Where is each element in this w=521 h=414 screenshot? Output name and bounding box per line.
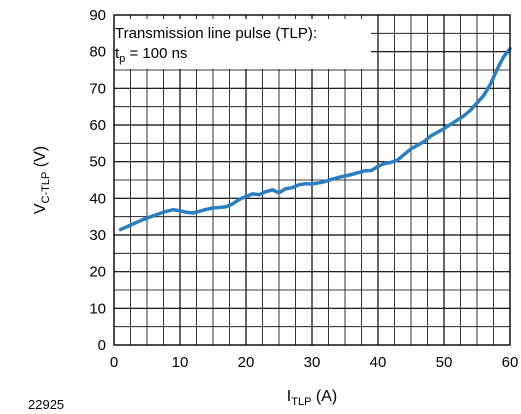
x-tick-label: 50 xyxy=(436,354,453,371)
annotation-box: Transmission line pulse (TLP): tp = 100 … xyxy=(109,19,371,69)
y-tick-label: 50 xyxy=(89,154,106,171)
x-tick-label: 10 xyxy=(172,354,189,371)
y-tick-label: 0 xyxy=(98,337,106,354)
y-tick-label: 70 xyxy=(89,80,106,97)
x-tick-label: 20 xyxy=(238,354,255,371)
x-axis-label: ITLP (A) xyxy=(287,388,337,408)
y-tick-label: 20 xyxy=(89,264,106,281)
y-tick-label: 90 xyxy=(89,7,106,24)
annotation-background xyxy=(109,19,371,69)
y-tick-labels: 0 10 20 30 40 50 60 70 80 90 xyxy=(89,7,106,354)
annotation-line-1: Transmission line pulse (TLP): xyxy=(115,25,317,42)
series-line xyxy=(118,46,512,232)
x-tick-label: 40 xyxy=(370,354,387,371)
gridlines xyxy=(114,15,510,345)
x-tick-label: 60 xyxy=(502,354,519,371)
figure-id: 22925 xyxy=(28,397,64,412)
series-group xyxy=(118,46,512,232)
x-tick-label: 0 xyxy=(110,354,118,371)
annotation-line-2: tp = 100 ns xyxy=(115,45,187,65)
x-tick-label: 30 xyxy=(304,354,321,371)
y-tick-label: 10 xyxy=(89,300,106,317)
plot-frame xyxy=(113,14,511,346)
y-tick-label: 40 xyxy=(89,190,106,207)
y-tick-label: 30 xyxy=(89,227,106,244)
y-tick-label: 80 xyxy=(89,44,106,61)
y-tick-label: 60 xyxy=(89,117,106,134)
x-tick-labels: 0 10 20 30 40 50 60 xyxy=(110,354,519,371)
y-axis-label: VC-TLP (V) xyxy=(32,146,52,214)
